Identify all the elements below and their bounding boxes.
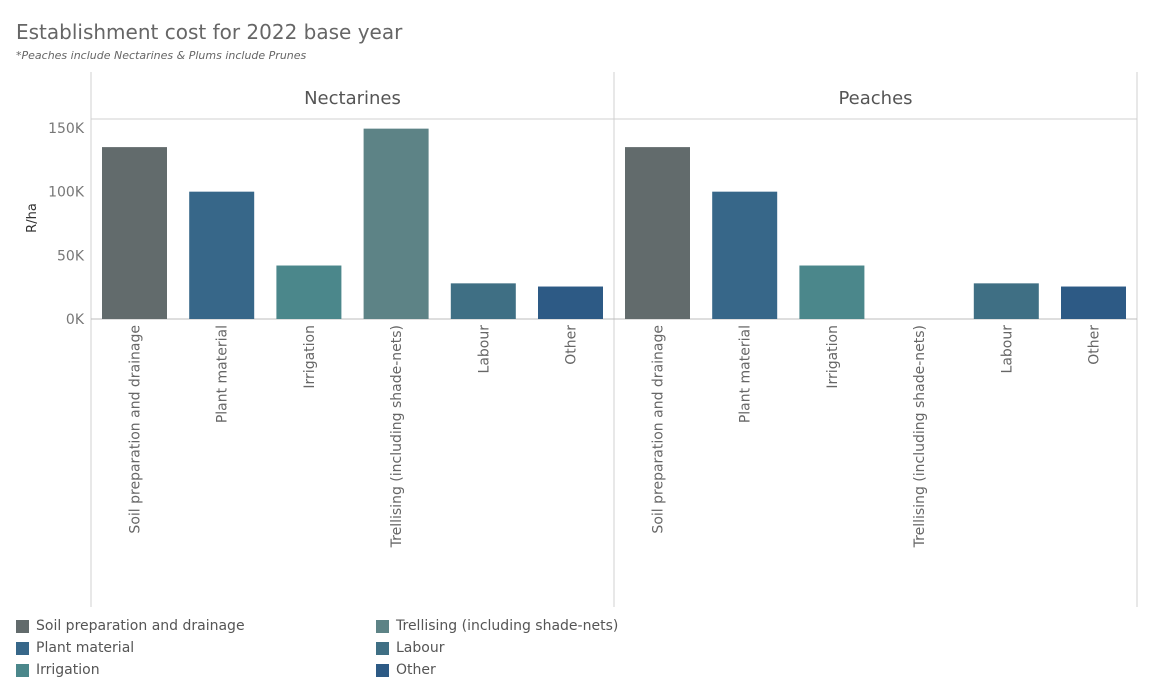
y-tick-label: 150K xyxy=(48,121,85,137)
y-tick-label: 50K xyxy=(57,248,85,264)
x-tick-label: Soil preparation and drainage xyxy=(651,325,667,534)
bar-nectarines-soil-preparation-and-drainage xyxy=(102,147,167,319)
bar-nectarines-plant-material xyxy=(189,191,255,319)
legend-item-plant-material: Plant material xyxy=(16,640,134,656)
x-tick-label: Plant material xyxy=(215,325,231,423)
chart-title: Establishment cost for 2022 base year xyxy=(16,20,403,44)
panel-title-peaches: Peaches xyxy=(838,88,912,109)
x-tick-label: Plant material xyxy=(738,325,754,423)
bar-peaches-irrigation xyxy=(799,265,865,319)
legend-item-labour: Labour xyxy=(376,640,444,656)
bar-peaches-other xyxy=(1061,286,1126,319)
legend-swatch xyxy=(376,641,389,655)
x-tick-label: Labour xyxy=(476,325,492,374)
bar-nectarines-labour xyxy=(450,283,516,319)
y-tick-label: 0K xyxy=(66,312,85,328)
bar-chart: R/ha 0K 50K 100K 150K Nectarines Soil preparat… xyxy=(25,72,1138,607)
legend-swatch xyxy=(376,619,389,633)
legend-swatch xyxy=(376,663,389,677)
x-tick-label: Soil preparation and drainage xyxy=(128,325,144,534)
legend-label: Trellising (including shade-nets) xyxy=(396,618,619,634)
legend-label: Irrigation xyxy=(36,662,100,678)
legend-item-soil-preparation-and-drainage: Soil preparation and drainage xyxy=(16,618,245,634)
bar-nectarines-trellising-including-shade-nets xyxy=(363,128,429,319)
legend-label: Soil preparation and drainage xyxy=(36,618,245,634)
chart-legend: Soil preparation and drainage Plant mater… xyxy=(16,618,736,690)
legend-label: Other xyxy=(396,662,436,678)
x-tick-label: Irrigation xyxy=(302,325,318,389)
legend-item-trellising-including-shade-nets: Trellising (including shade-nets) xyxy=(376,618,618,634)
bar-peaches-soil-preparation-and-drainage xyxy=(625,147,690,319)
legend-swatch xyxy=(16,663,29,677)
x-tick-label: Other xyxy=(564,325,580,365)
x-tick-label: Labour xyxy=(999,325,1015,374)
bar-nectarines-other xyxy=(538,286,603,319)
bar-peaches-labour xyxy=(973,283,1039,319)
chart-subtitle: *Peaches include Nectarines & Plums incl… xyxy=(16,49,307,62)
legend-swatch xyxy=(16,619,29,633)
bar-nectarines-irrigation xyxy=(276,265,342,319)
legend-item-other: Other xyxy=(376,662,436,678)
y-axis-label: R/ha xyxy=(25,203,40,233)
x-tick-label: Trellising (including shade-nets) xyxy=(389,325,405,548)
x-tick-label: Other xyxy=(1087,325,1103,365)
x-tick-label: Irrigation xyxy=(825,325,841,389)
y-tick-label: 100K xyxy=(48,185,85,201)
legend-label: Plant material xyxy=(36,640,135,656)
panel-title-nectarines: Nectarines xyxy=(304,88,401,109)
legend-swatch xyxy=(16,641,29,655)
legend-label: Labour xyxy=(396,640,445,656)
bar-peaches-plant-material xyxy=(712,191,778,319)
x-tick-label: Trellising (including shade-nets) xyxy=(912,325,928,548)
legend-item-irrigation: Irrigation xyxy=(16,662,100,678)
